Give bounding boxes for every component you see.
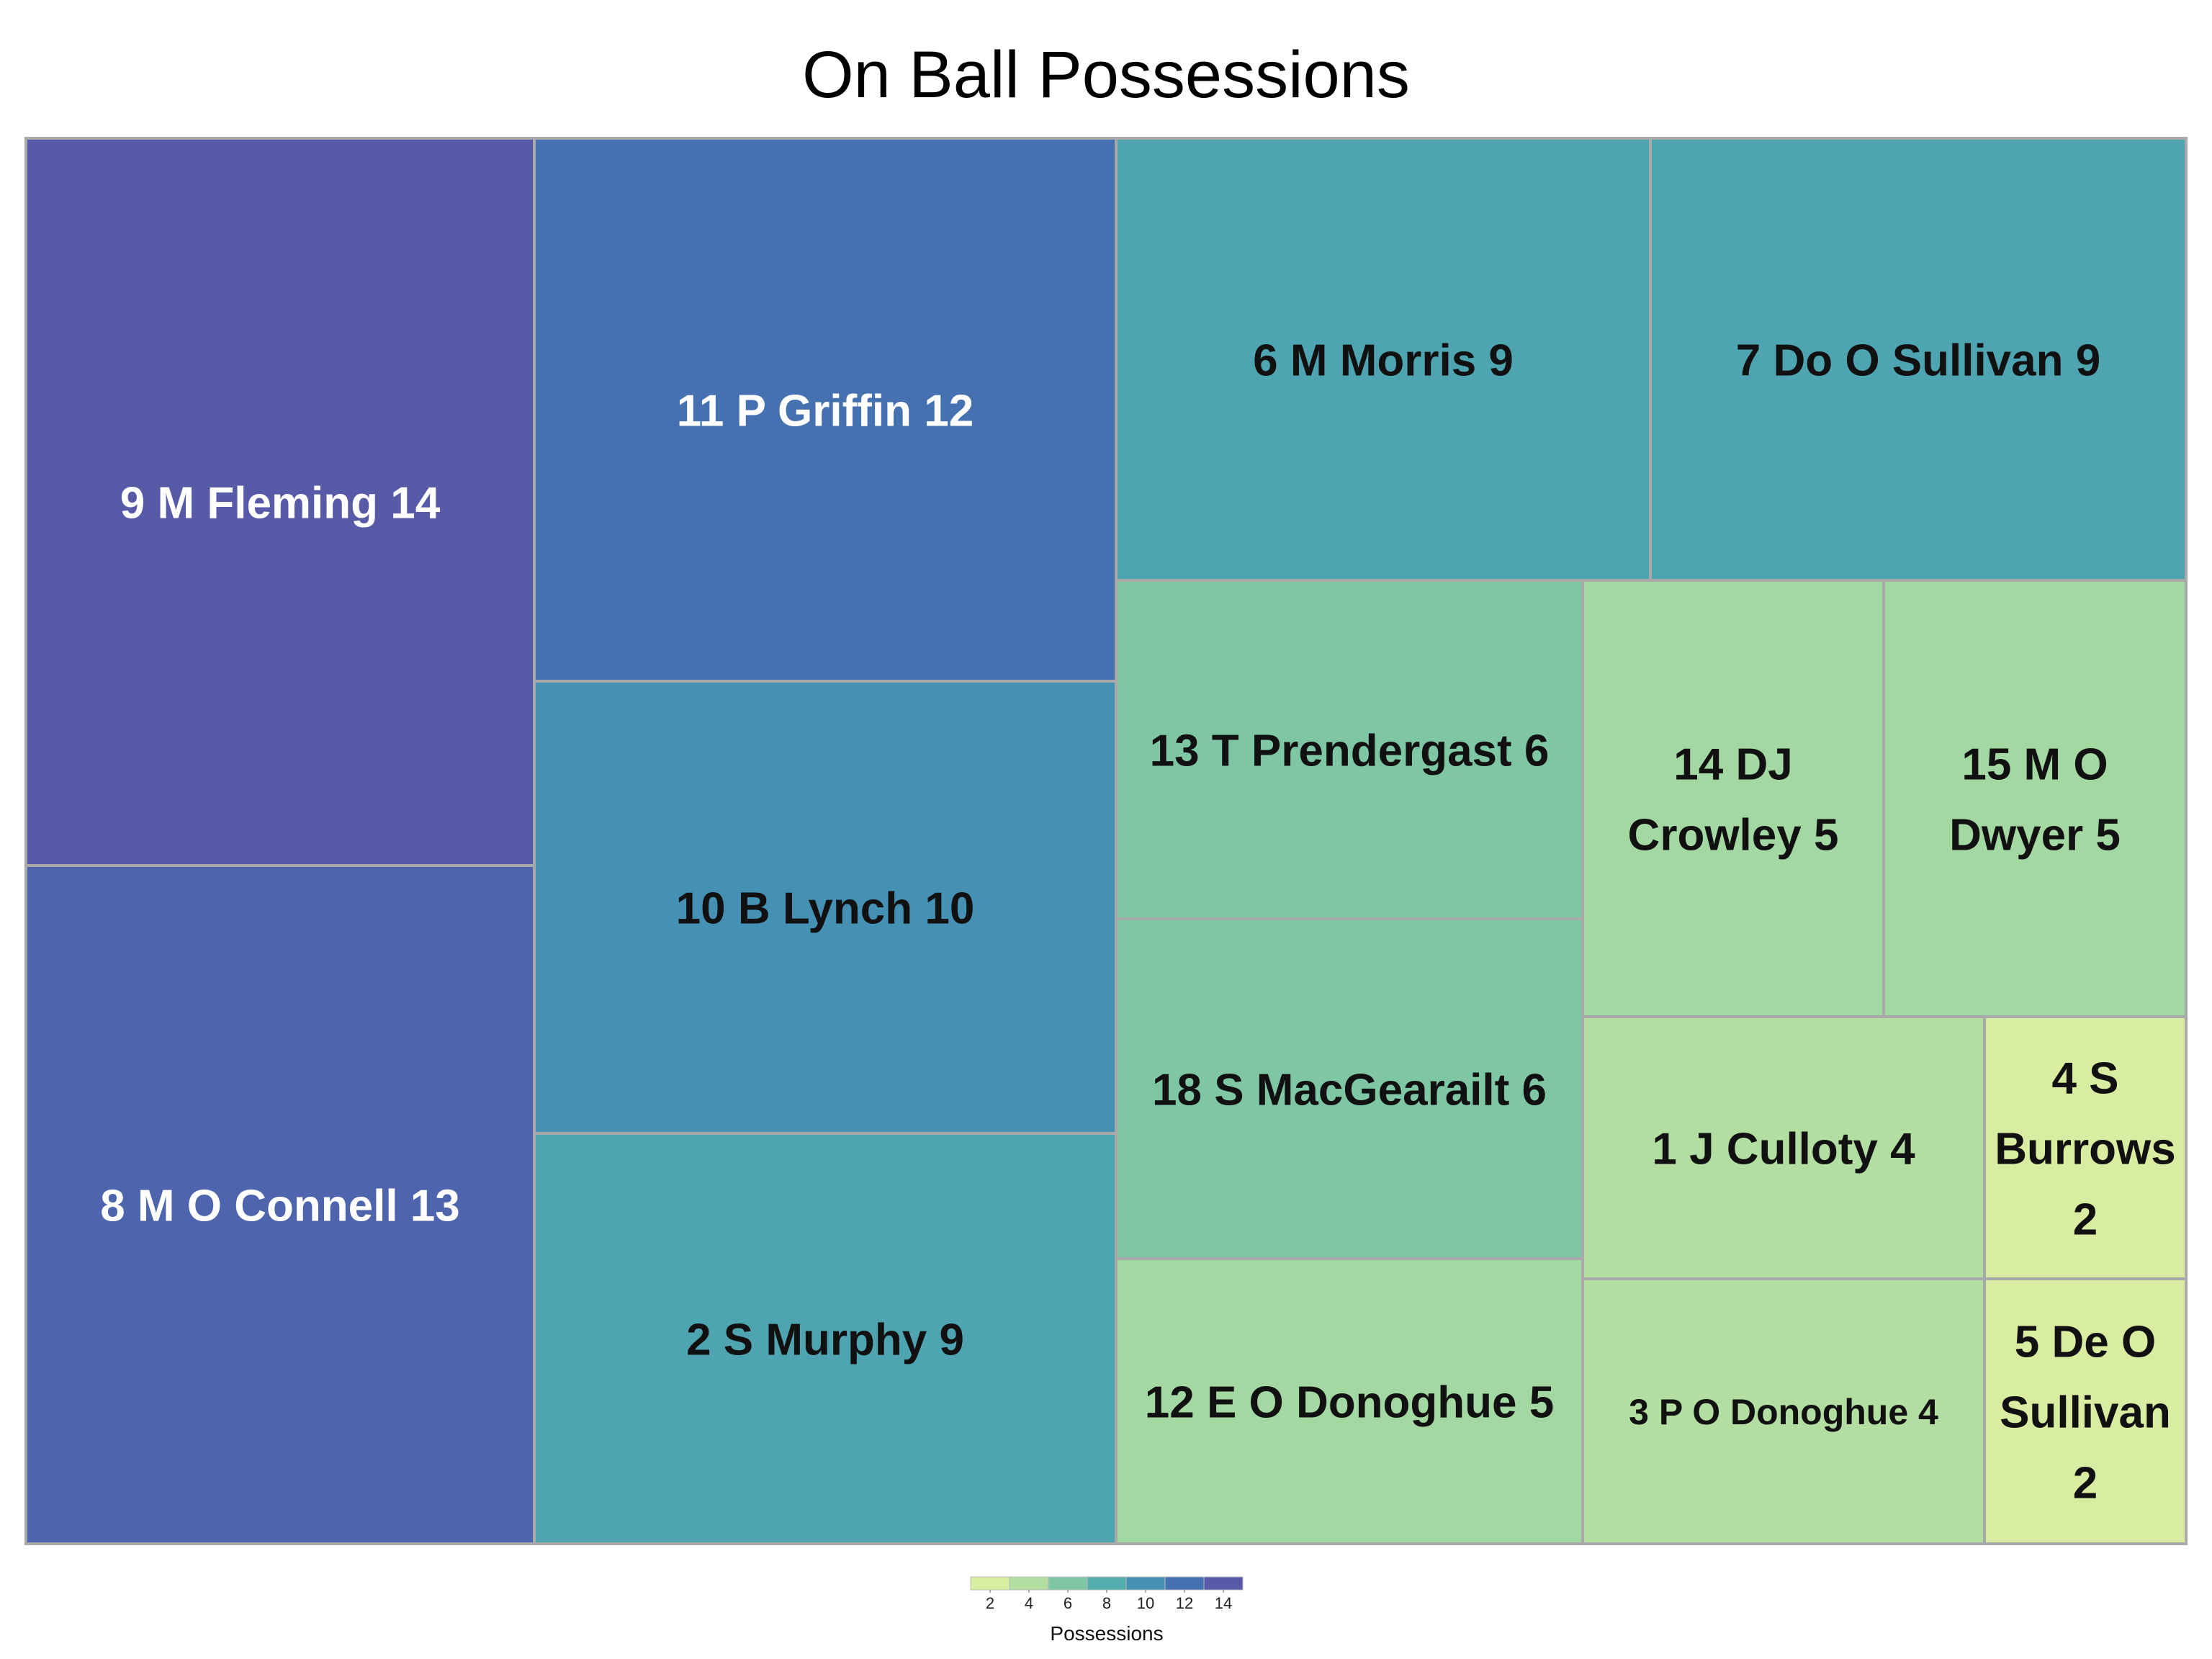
treemap-tile[interactable]: 13 T Prendergast 6 xyxy=(1115,579,1584,920)
legend-swatch xyxy=(1125,1576,1166,1591)
treemap-tile[interactable]: 9 M Fleming 14 xyxy=(24,137,536,867)
treemap-tile[interactable]: 15 M O Dwyer 5 xyxy=(1882,579,2188,1018)
tile-label: 8 M O Connell 13 xyxy=(100,1181,460,1231)
tile-label: 1 J Culloty 4 xyxy=(1652,1124,1915,1174)
treemap-tile[interactable]: 8 M O Connell 13 xyxy=(24,864,536,1545)
tile-rect xyxy=(1882,579,2188,1018)
tile-label: 7 Do O Sullivan 9 xyxy=(1736,336,2100,385)
tile-label: 14 DJ Crowley 5 xyxy=(1628,739,1839,860)
tile-label: 3 P O Donoghue 4 xyxy=(1629,1392,1938,1432)
treemap-tile[interactable]: 5 De O Sullivan 2 xyxy=(1983,1277,2188,1545)
legend-swatch xyxy=(1048,1576,1088,1591)
legend-swatch xyxy=(1009,1576,1049,1591)
treemap-tile[interactable]: 12 E O Donoghue 5 xyxy=(1115,1257,1584,1545)
tile-rect xyxy=(533,680,1118,1135)
legend-tick-label: 12 xyxy=(1176,1594,1193,1612)
treemap-tile[interactable]: 11 P Griffin 12 xyxy=(533,137,1118,683)
tile-rect xyxy=(1983,1015,2188,1280)
tile-label: 13 T Prendergast 6 xyxy=(1150,726,1550,775)
tile-rect xyxy=(1983,1277,2188,1545)
treemap-tile[interactable]: 4 S Burrows 2 xyxy=(1983,1015,2188,1280)
treemap-tile[interactable]: 2 S Murphy 9 xyxy=(533,1132,1118,1545)
legend-swatch xyxy=(1164,1576,1205,1591)
tile-rect xyxy=(533,137,1118,683)
color-legend: 2 4 6 8 10 12 14 Possessions xyxy=(970,1576,1244,1645)
legend-tick-label: 4 xyxy=(1025,1594,1033,1612)
tile-rect xyxy=(1115,579,1584,920)
tile-label: 10 B Lynch 10 xyxy=(676,884,975,933)
legend-tick-label: 8 xyxy=(1102,1594,1111,1612)
tile-label: 9 M Fleming 14 xyxy=(120,478,441,528)
tile-rect xyxy=(1581,579,1885,1018)
legend-tick-label: 2 xyxy=(986,1594,994,1612)
legend-tick-label: 14 xyxy=(1215,1594,1232,1612)
legend-tick-label: 10 xyxy=(1137,1594,1154,1612)
legend-swatch xyxy=(1087,1576,1127,1591)
tile-label: 18 S MacGearailt 6 xyxy=(1152,1065,1547,1115)
tile-rect xyxy=(1115,137,1652,582)
tile-label: 6 M Morris 9 xyxy=(1253,336,1514,385)
treemap-tile[interactable]: 14 DJ Crowley 5 xyxy=(1581,579,1885,1018)
tile-rect xyxy=(1581,1015,1986,1280)
tile-label: 2 S Murphy 9 xyxy=(686,1315,964,1364)
tile-rect xyxy=(1115,917,1584,1260)
legend-tick-label: 6 xyxy=(1064,1594,1072,1612)
treemap-tile[interactable]: 6 M Morris 9 xyxy=(1115,137,1652,582)
tile-rect xyxy=(24,137,536,867)
treemap-tile[interactable]: 3 P O Donoghue 4 xyxy=(1581,1277,1986,1545)
legend-swatch xyxy=(1203,1576,1244,1591)
tile-rect xyxy=(24,864,536,1545)
tile-rect xyxy=(1649,137,2188,582)
tile-rect xyxy=(1581,1277,1986,1545)
legend-title: Possessions xyxy=(1050,1622,1163,1645)
tile-label: 15 M O Dwyer 5 xyxy=(1949,739,2121,860)
treemap-tile[interactable]: 10 B Lynch 10 xyxy=(533,680,1118,1135)
treemap-tile[interactable]: 1 J Culloty 4 xyxy=(1581,1015,1986,1280)
tile-rect xyxy=(1115,1257,1584,1545)
tile-rect xyxy=(533,1132,1118,1545)
tile-label: 5 De O Sullivan 2 xyxy=(2000,1317,2171,1508)
chart-title: On Ball Possessions xyxy=(802,38,1410,112)
tile-label: 4 S Burrows 2 xyxy=(1995,1053,2175,1244)
legend-swatch xyxy=(970,1576,1010,1591)
tile-label: 12 E O Donoghue 5 xyxy=(1145,1377,1554,1427)
treemap-tiles: 9 M Fleming 14 8 M O Connell 13 11 P Griff… xyxy=(24,137,2188,1545)
treemap-tile[interactable]: 18 S MacGearailt 6 xyxy=(1115,917,1584,1260)
tile-label: 11 P Griffin 12 xyxy=(677,386,974,436)
treemap-tile[interactable]: 7 Do O Sullivan 9 xyxy=(1649,137,2188,582)
